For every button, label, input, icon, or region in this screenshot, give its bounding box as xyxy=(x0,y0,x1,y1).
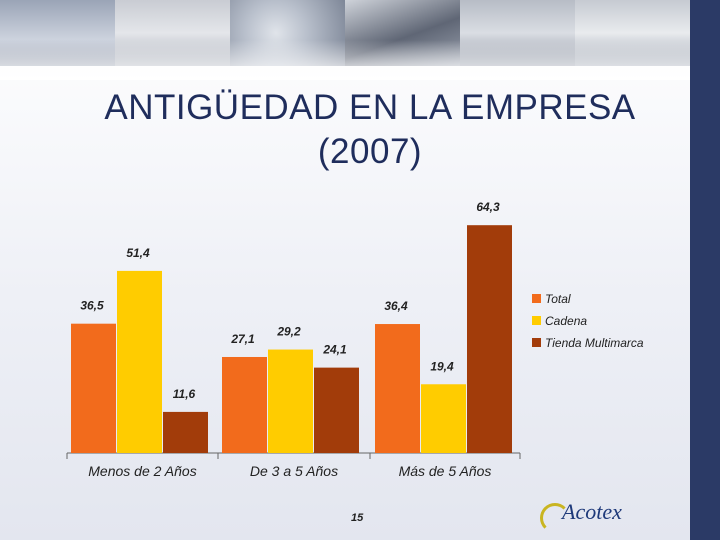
data-label: 64,3 xyxy=(476,200,500,214)
slide-title: ANTIGÜEDAD EN LA EMPRESA (2007) xyxy=(40,86,700,174)
legend-swatch xyxy=(532,316,541,325)
legend-label: Cadena xyxy=(545,314,587,328)
legend-swatch xyxy=(532,294,541,303)
bar-cadena xyxy=(421,384,466,453)
x-tick-label: De 3 a 5 Años xyxy=(250,463,338,479)
bar-tienda-multimarca xyxy=(163,411,208,453)
data-label: 36,5 xyxy=(80,299,104,313)
bar-cadena xyxy=(117,270,162,453)
company-logo: Acotex xyxy=(540,497,622,533)
logo-text: Acotex xyxy=(562,499,622,524)
data-label: 36,4 xyxy=(384,299,408,313)
right-band xyxy=(690,0,720,540)
bar-total xyxy=(71,323,116,453)
legend-label: Tienda Multimarca xyxy=(545,336,644,350)
data-label: 29,2 xyxy=(276,325,301,339)
data-label: 51,4 xyxy=(126,246,150,260)
bar-total xyxy=(375,324,420,453)
bar-tienda-multimarca xyxy=(467,225,512,453)
header-fade xyxy=(0,40,690,80)
bar-cadena xyxy=(268,349,313,453)
x-tick-label: Más de 5 Años xyxy=(399,463,492,479)
data-label: 19,4 xyxy=(430,359,454,373)
title-line-1: ANTIGÜEDAD EN LA EMPRESA xyxy=(104,88,636,127)
bar-total xyxy=(222,356,267,453)
title-line-2: (2007) xyxy=(317,132,423,171)
legend-swatch xyxy=(532,338,541,347)
x-tick-label: Menos de 2 Años xyxy=(88,463,196,479)
data-label: 27,1 xyxy=(230,332,255,346)
logo-swoosh-icon xyxy=(540,503,570,533)
bar-tienda-multimarca xyxy=(314,367,359,453)
legend-label: Total xyxy=(545,292,571,306)
data-label: 24,1 xyxy=(322,343,347,357)
data-label: 11,6 xyxy=(173,387,196,401)
page-number: 15 xyxy=(351,512,364,524)
